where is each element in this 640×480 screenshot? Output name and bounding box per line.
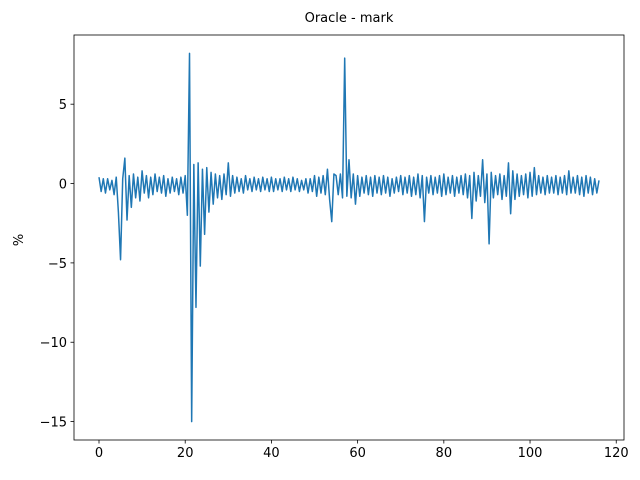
x-tick-label: 40	[263, 446, 280, 461]
x-tick-label: 0	[95, 446, 103, 461]
chart-title: Oracle - mark	[305, 11, 394, 26]
x-tick-label: 100	[518, 446, 543, 461]
y-axis-label: %	[12, 234, 27, 246]
y-tick-label: 0	[59, 178, 67, 193]
y-tick-label: −10	[40, 336, 67, 351]
x-tick-label: 60	[349, 446, 366, 461]
y-tick-label: 5	[59, 98, 67, 113]
data-line	[98, 52, 600, 423]
x-tick-label: 20	[177, 446, 194, 461]
y-tick-label: −15	[40, 416, 67, 431]
x-tick-label: 120	[604, 446, 629, 461]
x-tick-label: 80	[436, 446, 453, 461]
plot-frame	[73, 34, 625, 441]
y-tick-label: −5	[48, 257, 67, 272]
